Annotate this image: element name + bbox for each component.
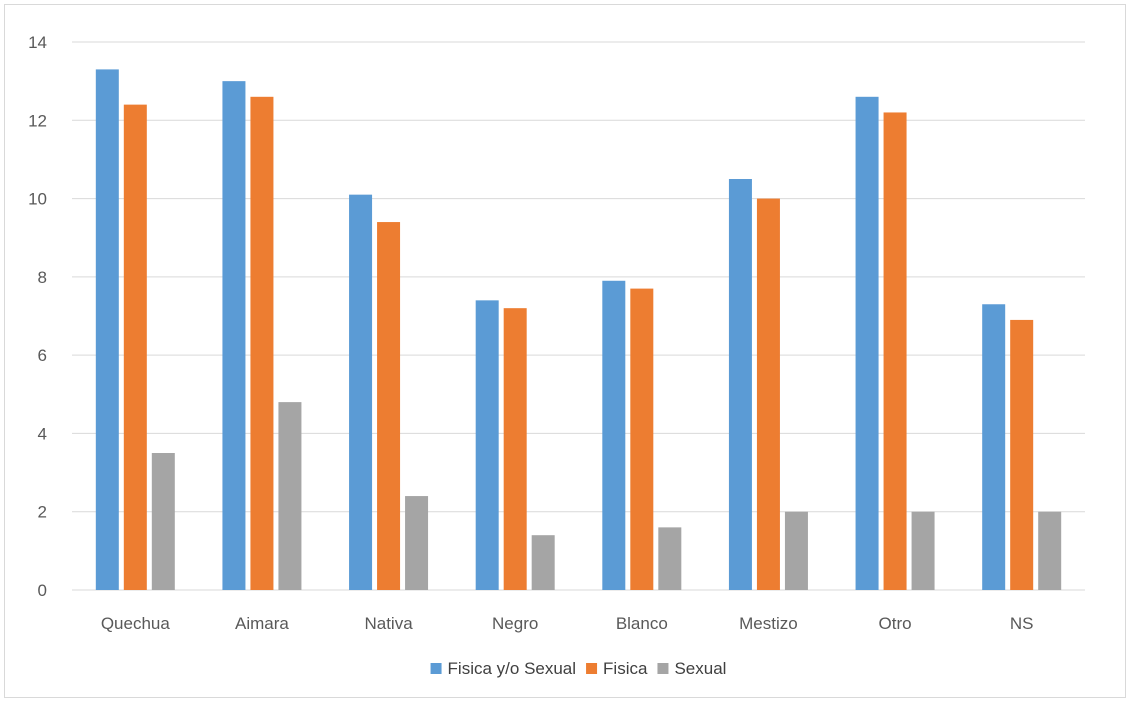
bar-fisica-y-o-sexual-negro (475, 300, 499, 590)
x-category-label: Aimara (235, 614, 289, 633)
legend-label: Fisica (603, 659, 648, 678)
x-category-label: Nativa (364, 614, 413, 633)
bar-sexual-otro (911, 511, 935, 590)
chart-frame: 0 2 4 6 8 10 12 14 Quechua Aimara Nativa Negro Blan… (4, 4, 1126, 698)
bar-fisica-nativa (377, 222, 401, 591)
y-tick-label: 0 (38, 581, 47, 600)
bar-fisica-y-o-sexual-blanco (602, 280, 626, 590)
x-category-label: Negro (492, 614, 538, 633)
x-category-label: NS (1010, 614, 1034, 633)
legend: Fisica y/o Sexual Fisica Sexual (430, 659, 726, 678)
legend-label: Fisica y/o Sexual (448, 659, 577, 678)
legend-swatch (586, 663, 598, 674)
y-tick-label: 2 (38, 503, 47, 522)
bar-sexual-nativa (405, 496, 429, 590)
bar-sexual-negro (531, 535, 555, 590)
legend-label: Sexual (674, 659, 726, 678)
bar-fisica-y-o-sexual-quechua (95, 69, 119, 590)
y-tick-label: 14 (28, 33, 47, 52)
bar-fisica-y-o-sexual-aimara (222, 81, 246, 591)
x-category-label: Blanco (616, 614, 668, 633)
bar-sexual-aimara (278, 402, 302, 590)
legend-swatch (430, 663, 442, 674)
bar-fisica-blanco (630, 288, 654, 590)
y-tick-label: 12 (28, 111, 47, 130)
x-category-label: Quechua (101, 614, 171, 633)
bar-fisica-quechua (123, 104, 147, 590)
bar-chart: 0 2 4 6 8 10 12 14 Quechua Aimara Nativa Negro Blan… (28, 33, 1085, 678)
bar-fisica-y-o-sexual-nativa (349, 194, 373, 590)
y-tick-label: 10 (28, 190, 47, 209)
bar-fisica-aimara (250, 96, 274, 591)
y-axis: 0 2 4 6 8 10 12 14 (28, 33, 47, 600)
bar-fisica-y-o-sexual-ns (982, 304, 1006, 590)
bar-fisica-otro (883, 112, 907, 590)
bar-sexual-ns (1038, 511, 1062, 590)
bar-fisica-y-o-sexual-mestizo (728, 179, 752, 590)
legend-swatch (657, 663, 669, 674)
bar-fisica-y-o-sexual-otro (855, 96, 879, 591)
y-tick-label: 4 (38, 424, 47, 443)
bar-fisica-ns (1010, 319, 1034, 590)
bar-sexual-mestizo (784, 511, 808, 590)
y-tick-label: 8 (38, 268, 47, 287)
bar-sexual-blanco (658, 527, 682, 590)
x-axis: Quechua Aimara Nativa Negro Blanco Mestizo Otr… (101, 614, 1034, 633)
bar-fisica-mestizo (756, 198, 780, 591)
x-category-label: Mestizo (739, 614, 798, 633)
bars (95, 69, 1062, 591)
y-tick-label: 6 (38, 346, 47, 365)
x-category-label: Otro (879, 614, 912, 633)
bar-sexual-quechua (151, 453, 175, 590)
bar-fisica-negro (503, 308, 527, 590)
